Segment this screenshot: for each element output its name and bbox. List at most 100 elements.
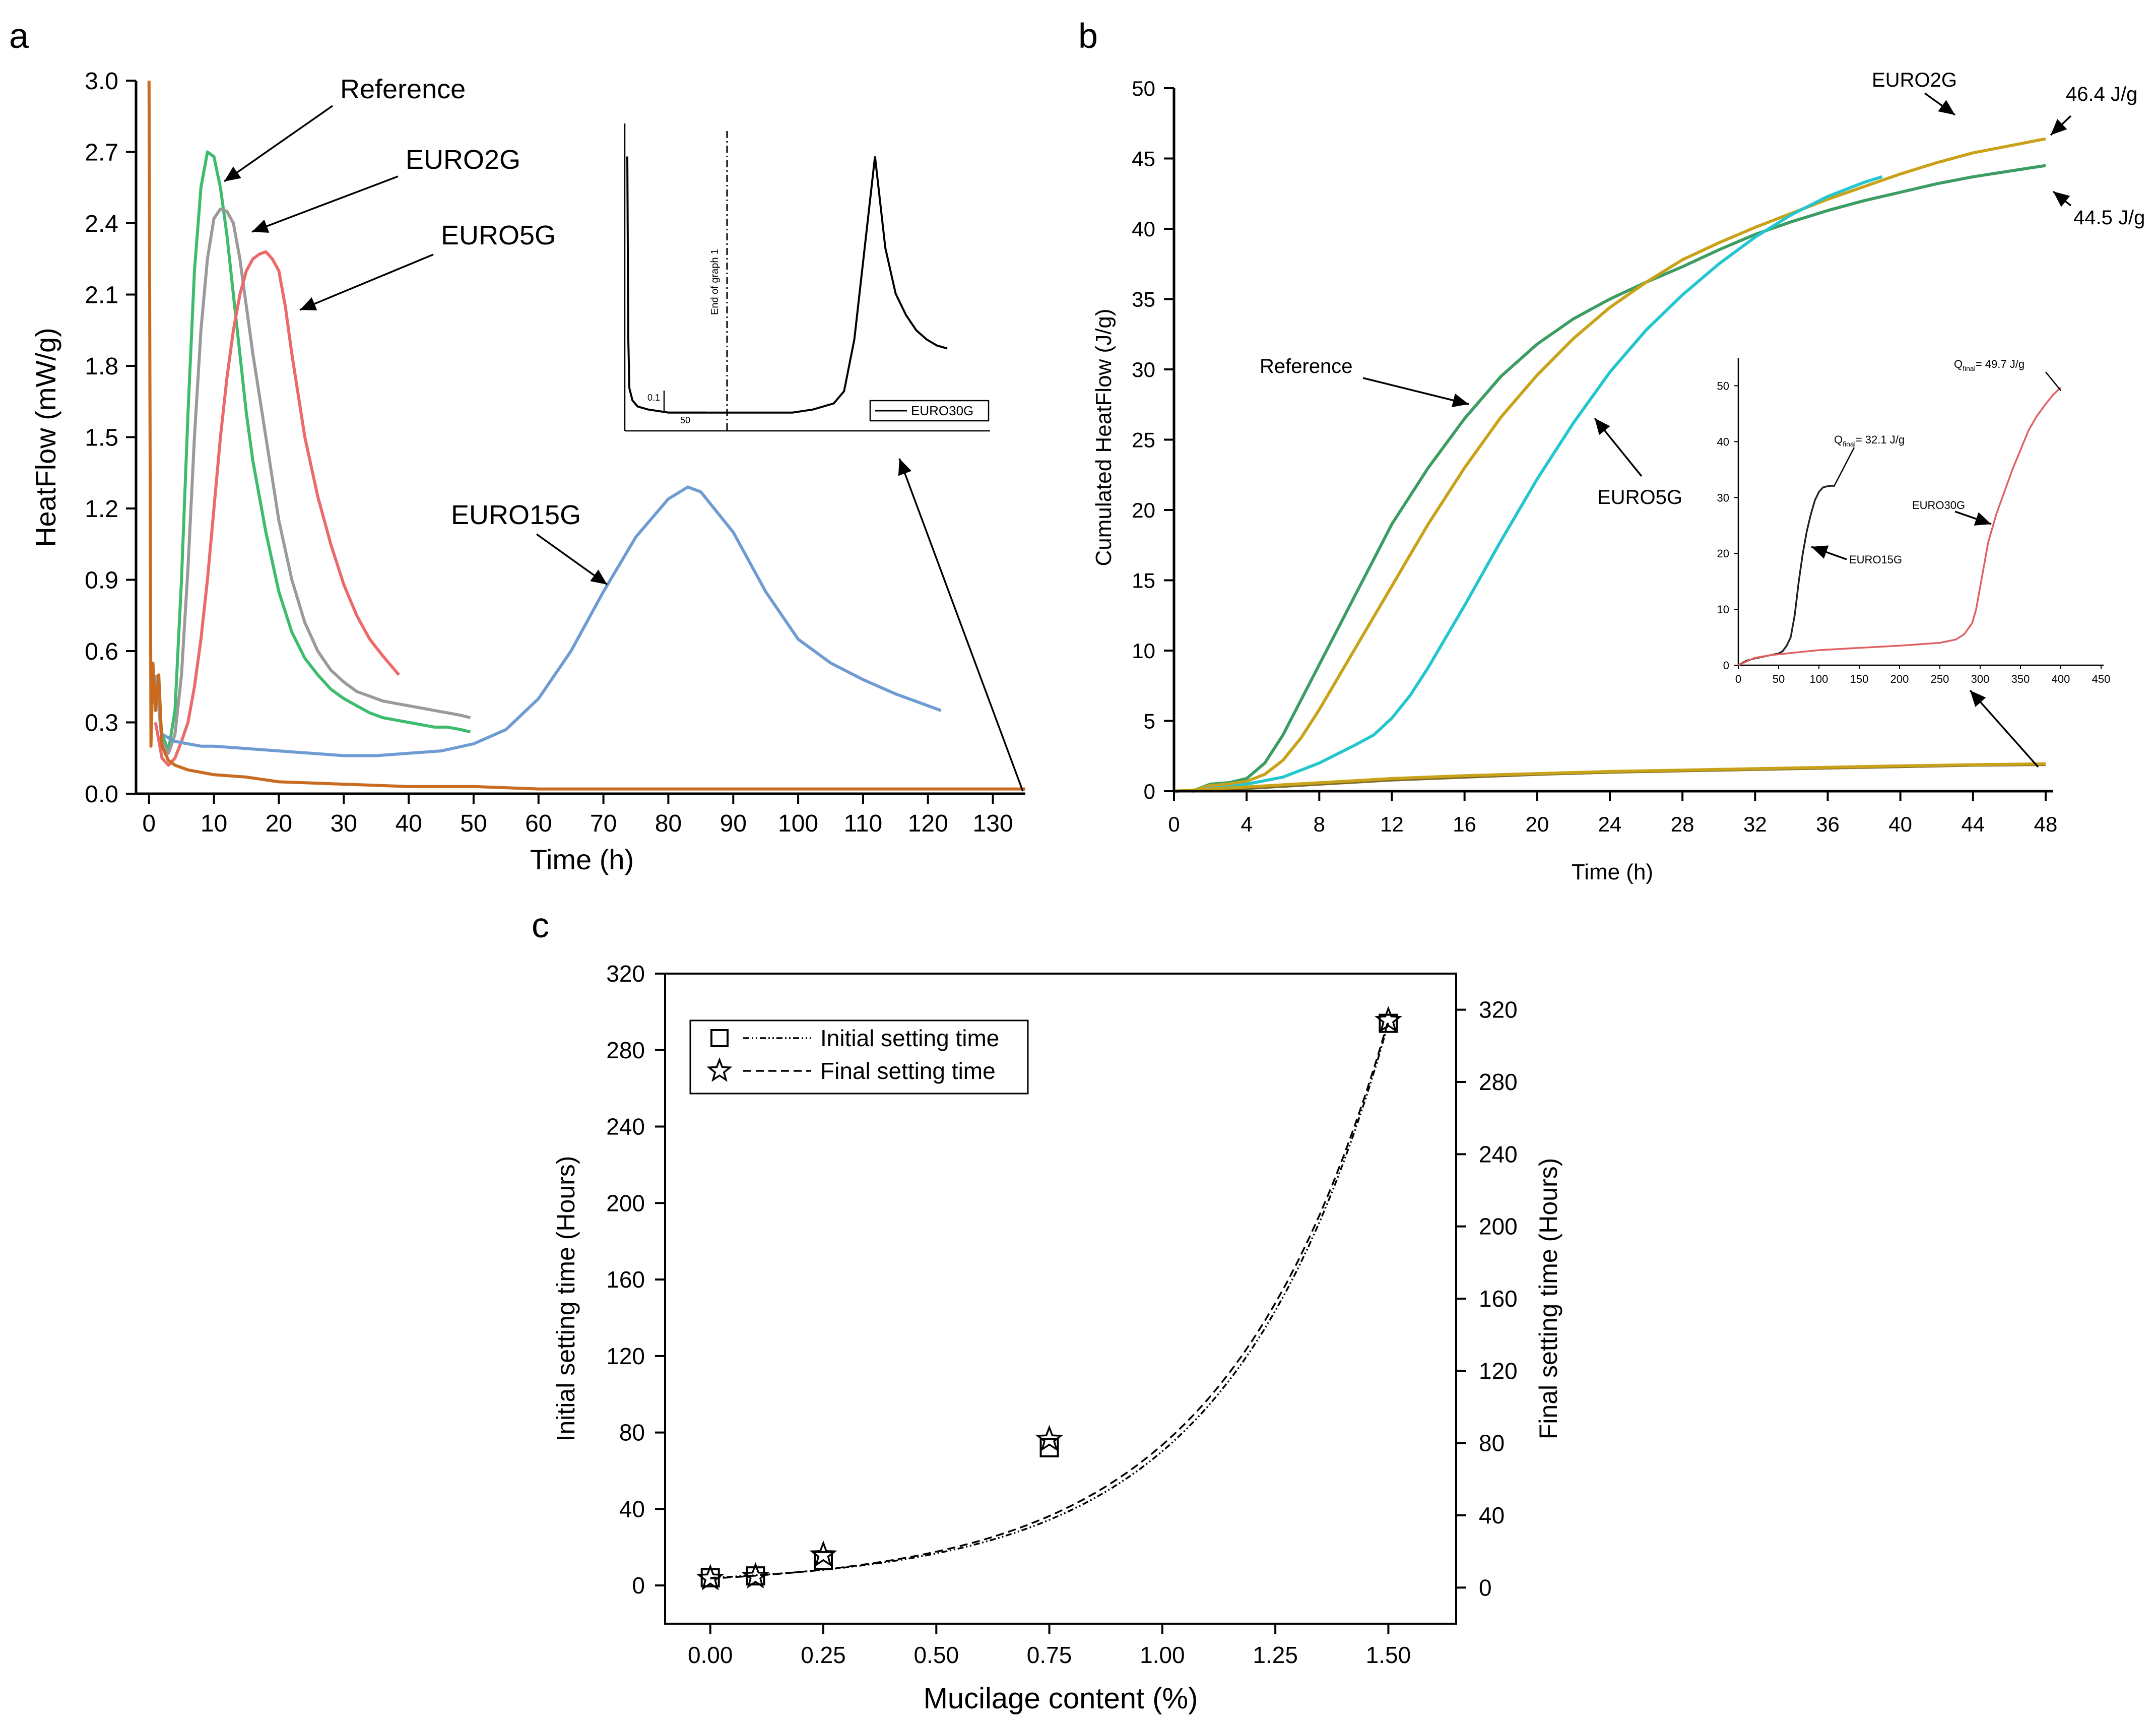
chart-a-x-label: Time (h) xyxy=(530,844,634,875)
chart-b-series-reference xyxy=(1191,164,2046,793)
inset-b-q-letter-30: Q xyxy=(1954,358,1963,370)
chart-b-annotation-reference: Reference xyxy=(1260,355,1353,377)
chart-b-y-label: Cumulated HeatFlow (J/g) xyxy=(1091,308,1116,566)
chart-c-y-tick-label: 200 xyxy=(606,1190,645,1216)
inset-b-euro15g-line xyxy=(1738,485,1835,666)
inset-b-x-tick-label: 100 xyxy=(1810,673,1828,685)
chart-b-x-tick-label: 8 xyxy=(1314,812,1325,836)
chart-a-x-tick-label: 130 xyxy=(973,810,1013,837)
chart-b-x-label: Time (h) xyxy=(1572,860,1653,884)
chart-a-arrow-euro15g xyxy=(536,533,608,586)
panel-label-c: c xyxy=(532,906,549,945)
inset-b-x-tick-label: 450 xyxy=(2092,673,2111,685)
inset-b-y-tick-label: 10 xyxy=(1717,603,1729,616)
chart-c-final-fit-line xyxy=(710,1020,1390,1580)
inset-b-arrow-euro30g xyxy=(1954,510,1992,526)
chart-b-y-tick-label: 25 xyxy=(1132,428,1155,452)
chart-c-y-right-tick-label: 320 xyxy=(1479,997,1518,1023)
chart-b-arrow-euro2g xyxy=(1924,92,1956,116)
chart-c-point-final xyxy=(696,1564,725,1590)
inset-a-scale-bar: 0.1 50 xyxy=(647,391,706,425)
chart-a-y-tick-label: 1.8 xyxy=(85,353,118,380)
chart-c-x-tick-label: 1.50 xyxy=(1366,1642,1411,1668)
chart-a-x-tick-label: 0 xyxy=(142,810,156,837)
inset-b-x-tick-label: 0 xyxy=(1735,673,1741,685)
chart-c-point-final xyxy=(809,1540,837,1567)
chart-a-series-euro5g xyxy=(154,250,401,767)
chart-c-y-tick-label: 80 xyxy=(619,1420,645,1446)
chart-a-x-tick-label: 100 xyxy=(778,810,818,837)
legend-star-marker xyxy=(706,1057,733,1082)
chart-b-x-tick-label: 12 xyxy=(1380,812,1404,836)
chart-c-x-tick-label: 0.25 xyxy=(801,1642,846,1668)
inset-b-qfinal-15: Qfinal= 32.1 J/g xyxy=(1834,433,1905,448)
chart-c-point-initial xyxy=(1379,1013,1398,1033)
chart-c-x-label: Mucilage content (%) xyxy=(924,1682,1198,1715)
inset-b-q-value-15: = 32.1 J/g xyxy=(1856,433,1905,446)
chart-c-legend-box xyxy=(689,1019,1029,1095)
chart-a-arrow-euro5g xyxy=(299,253,434,311)
chart-a-y-tick-label: 0.3 xyxy=(85,710,118,737)
chart-b-x-tick-label: 24 xyxy=(1598,812,1622,836)
chart-b-annotation-euro5g: EURO5G xyxy=(1597,486,1682,508)
chart-a-annotation-reference: Reference xyxy=(340,74,466,104)
legend-final-label: Final setting time xyxy=(820,1058,996,1084)
chart-c-x-tick-label: 0.00 xyxy=(688,1642,733,1668)
chart-c-x-tick-label: 1.00 xyxy=(1140,1642,1185,1668)
chart-c-point-initial xyxy=(1039,1438,1059,1457)
inset-b-x-tick-label: 150 xyxy=(1850,673,1869,685)
chart-b-y-tick-label: 45 xyxy=(1132,147,1155,171)
inset-b-label-euro15g: EURO15G xyxy=(1849,553,1902,566)
chart-a-series-euro30g xyxy=(147,80,1025,791)
chart-b-y-tick-label: 0 xyxy=(1144,780,1155,803)
inset-b-qfinal-30: Qfinal= 49.7 J/g xyxy=(1954,358,2024,372)
chart-a-annotation-euro5g: EURO5G xyxy=(441,220,556,250)
inset-a-legend-label: EURO30G xyxy=(911,403,973,418)
chart-b-arrow-reference xyxy=(1362,377,1469,408)
chart-c-legend: Initial setting time Final setting time xyxy=(689,1019,1029,1095)
chart-c-y-right-tick-label: 80 xyxy=(1479,1430,1505,1456)
chart-c-x-tick-label: 1.25 xyxy=(1253,1642,1298,1668)
chart-a-inset: End of graph 1 0.1 50 EURO30G xyxy=(624,123,990,432)
chart-c-y-tick-label: 280 xyxy=(606,1037,645,1063)
chart-b: 0 4 8 12 16 20 24 28 32 36 40 44 4805101520253035404… xyxy=(1091,69,2145,884)
chart-a-x-tick-label: 120 xyxy=(908,810,948,837)
inset-b-label-euro30g: EURO30G xyxy=(1912,499,1965,511)
chart-b-x-tick-label: 44 xyxy=(1961,812,1985,836)
chart-c-y-tick-label: 40 xyxy=(619,1496,645,1522)
chart-a-series-reference xyxy=(154,150,471,753)
chart-b-y-tick-label: 20 xyxy=(1132,498,1155,522)
chart-b-annotation-euro2g: EURO2G xyxy=(1872,69,1957,91)
chart-c-y-right-tick-label: 0 xyxy=(1479,1574,1492,1601)
chart-a-x-tick-label: 20 xyxy=(266,810,292,837)
inset-b-y-tick-label: 20 xyxy=(1717,547,1729,560)
inset-b-q-sub-15: final xyxy=(1843,440,1856,448)
inset-b-x-tick-label: 400 xyxy=(2052,673,2070,685)
chart-c-y-tick-label: 320 xyxy=(606,961,645,987)
chart-c-y-label-right: Final setting time (Hours) xyxy=(1534,1158,1562,1440)
inset-b-q-letter-15: Q xyxy=(1834,433,1843,446)
chart-c-y-label: Initial setting time (Hours) xyxy=(552,1156,580,1442)
chart-c-y-right-tick-label: 240 xyxy=(1479,1141,1518,1167)
chart-a-arrow-reference xyxy=(223,105,334,182)
inset-b-y-tick-label: 0 xyxy=(1723,659,1729,672)
chart-a-arrow-euro2g xyxy=(251,175,399,233)
chart-a-y-tick-label: 2.7 xyxy=(85,140,118,166)
chart-a-y-tick-label: 0.6 xyxy=(85,638,118,665)
chart-b-x-tick-label: 48 xyxy=(2034,812,2058,836)
chart-c-y-right-tick-label: 160 xyxy=(1479,1286,1518,1312)
inset-a-scale-y: 0.1 xyxy=(647,393,660,403)
chart-c-initial-fit-line xyxy=(710,1023,1390,1579)
panel-label-a: a xyxy=(9,16,29,55)
chart-b-x-tick-label: 28 xyxy=(1671,812,1694,836)
chart-b-x-tick-label: 20 xyxy=(1525,812,1549,836)
chart-a-x-tick-label: 30 xyxy=(331,810,357,837)
panel-label-b: b xyxy=(1078,16,1098,55)
inset-a-scale-x: 50 xyxy=(680,415,690,425)
chart-b-series-euro2g xyxy=(1192,137,2046,793)
chart-c-y-tick-label: 0 xyxy=(632,1572,645,1598)
chart-b-x-tick-label: 16 xyxy=(1453,812,1476,836)
chart-c-point-initial xyxy=(814,1551,833,1570)
chart-b-arrow-445 xyxy=(2052,190,2072,207)
